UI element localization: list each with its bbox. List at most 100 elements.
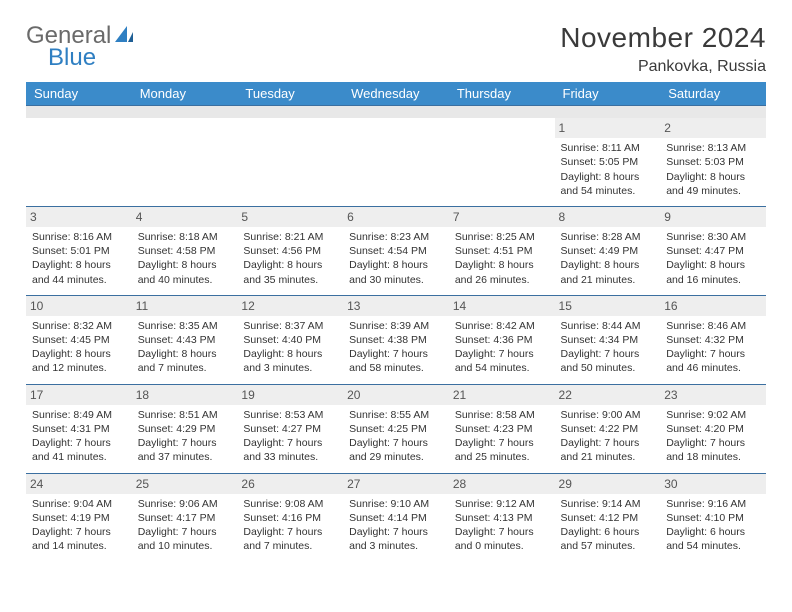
- sunrise-line: Sunrise: 9:14 AM: [561, 497, 655, 511]
- sunrise-line: Sunrise: 8:23 AM: [349, 230, 443, 244]
- daylight-line: Daylight: 7 hours and 41 minutes.: [32, 436, 126, 464]
- sunrise-line: Sunrise: 8:30 AM: [666, 230, 760, 244]
- calendar-cell: [343, 118, 449, 206]
- day-header: Tuesday: [237, 82, 343, 106]
- daylight-line: Daylight: 8 hours and 40 minutes.: [138, 258, 232, 286]
- daylight-line: Daylight: 7 hours and 21 minutes.: [561, 436, 655, 464]
- sunrise-line: Sunrise: 8:13 AM: [666, 141, 760, 155]
- calendar-week: 17Sunrise: 8:49 AMSunset: 4:31 PMDayligh…: [26, 384, 766, 473]
- sunset-line: Sunset: 4:20 PM: [666, 422, 760, 436]
- sunset-line: Sunset: 4:58 PM: [138, 244, 232, 258]
- day-details: Sunrise: 8:55 AMSunset: 4:25 PMDaylight:…: [349, 408, 443, 465]
- day-details: Sunrise: 9:10 AMSunset: 4:14 PMDaylight:…: [349, 497, 443, 554]
- daylight-line: Daylight: 7 hours and 33 minutes.: [243, 436, 337, 464]
- sunrise-line: Sunrise: 9:08 AM: [243, 497, 337, 511]
- day-details: Sunrise: 9:02 AMSunset: 4:20 PMDaylight:…: [666, 408, 760, 465]
- daylight-line: Daylight: 8 hours and 54 minutes.: [561, 170, 655, 198]
- day-number: 8: [555, 207, 661, 227]
- sunset-line: Sunset: 5:03 PM: [666, 155, 760, 169]
- day-header: Saturday: [660, 82, 766, 106]
- day-details: Sunrise: 8:35 AMSunset: 4:43 PMDaylight:…: [138, 319, 232, 376]
- calendar-cell: 19Sunrise: 8:53 AMSunset: 4:27 PMDayligh…: [237, 384, 343, 473]
- calendar-table: SundayMondayTuesdayWednesdayThursdayFrid…: [26, 82, 766, 561]
- daylight-line: Daylight: 7 hours and 18 minutes.: [666, 436, 760, 464]
- sunset-line: Sunset: 4:32 PM: [666, 333, 760, 347]
- day-number: 1: [555, 118, 661, 138]
- sunset-line: Sunset: 4:51 PM: [455, 244, 549, 258]
- calendar-cell: 11Sunrise: 8:35 AMSunset: 4:43 PMDayligh…: [132, 295, 238, 384]
- sunset-line: Sunset: 5:05 PM: [561, 155, 655, 169]
- day-details: Sunrise: 8:39 AMSunset: 4:38 PMDaylight:…: [349, 319, 443, 376]
- day-number: 28: [449, 474, 555, 494]
- sunrise-line: Sunrise: 8:18 AM: [138, 230, 232, 244]
- day-number: 4: [132, 207, 238, 227]
- sunset-line: Sunset: 4:47 PM: [666, 244, 760, 258]
- day-details: Sunrise: 9:12 AMSunset: 4:13 PMDaylight:…: [455, 497, 549, 554]
- location: Pankovka, Russia: [560, 58, 766, 76]
- sunrise-line: Sunrise: 8:53 AM: [243, 408, 337, 422]
- sunset-line: Sunset: 4:54 PM: [349, 244, 443, 258]
- calendar-cell: 28 Sunrise: 9:12 AMSunset: 4:13 PMDayligh…: [449, 473, 555, 561]
- day-number: 12: [237, 296, 343, 316]
- calendar-week: 24Sunrise: 9:04 AMSunset: 4:19 PMDayligh…: [26, 473, 766, 561]
- calendar-week: 3Sunrise: 8:16 AMSunset: 5:01 PMDaylight…: [26, 206, 766, 295]
- calendar-cell: 30Sunrise: 9:16 AMSunset: 4:10 PMDayligh…: [660, 473, 766, 561]
- sunset-line: Sunset: 5:01 PM: [32, 244, 126, 258]
- day-details: Sunrise: 8:16 AMSunset: 5:01 PMDaylight:…: [32, 230, 126, 287]
- sunrise-line: Sunrise: 8:44 AM: [561, 319, 655, 333]
- sunrise-line: Sunrise: 8:51 AM: [138, 408, 232, 422]
- calendar-cell: 9Sunrise: 8:30 AMSunset: 4:47 PMDaylight…: [660, 206, 766, 295]
- day-details: Sunrise: 9:08 AMSunset: 4:16 PMDaylight:…: [243, 497, 337, 554]
- daylight-line: Daylight: 8 hours and 44 minutes.: [32, 258, 126, 286]
- sunrise-line: Sunrise: 8:42 AM: [455, 319, 549, 333]
- calendar-cell: 1 Sunrise: 8:11 AMSunset: 5:05 PMDaylight…: [555, 118, 661, 206]
- sunrise-line: Sunrise: 8:21 AM: [243, 230, 337, 244]
- daylight-line: Daylight: 7 hours and 37 minutes.: [138, 436, 232, 464]
- sunrise-line: Sunrise: 9:04 AM: [32, 497, 126, 511]
- day-number: 21: [449, 385, 555, 405]
- calendar-cell: 23Sunrise: 9:02 AMSunset: 4:20 PMDayligh…: [660, 384, 766, 473]
- sunset-line: Sunset: 4:12 PM: [561, 511, 655, 525]
- calendar-cell: 10Sunrise: 8:32 AMSunset: 4:45 PMDayligh…: [26, 295, 132, 384]
- sunrise-line: Sunrise: 8:11 AM: [561, 141, 655, 155]
- sunset-line: Sunset: 4:29 PM: [138, 422, 232, 436]
- daylight-line: Daylight: 8 hours and 3 minutes.: [243, 347, 337, 375]
- sunset-line: Sunset: 4:56 PM: [243, 244, 337, 258]
- day-details: Sunrise: 8:49 AMSunset: 4:31 PMDaylight:…: [32, 408, 126, 465]
- calendar-cell: 17Sunrise: 8:49 AMSunset: 4:31 PMDayligh…: [26, 384, 132, 473]
- daylight-line: Daylight: 7 hours and 10 minutes.: [138, 525, 232, 553]
- daylight-line: Daylight: 7 hours and 14 minutes.: [32, 525, 126, 553]
- day-header: Thursday: [449, 82, 555, 106]
- sunset-line: Sunset: 4:19 PM: [32, 511, 126, 525]
- day-details: Sunrise: 9:14 AMSunset: 4:12 PMDaylight:…: [561, 497, 655, 554]
- day-number: 18: [132, 385, 238, 405]
- sunset-line: Sunset: 4:40 PM: [243, 333, 337, 347]
- header: General Blue November 2024 Pankovka, Rus…: [26, 22, 766, 76]
- day-header: Sunday: [26, 82, 132, 106]
- calendar-cell: [26, 118, 132, 206]
- calendar-cell: 15Sunrise: 8:44 AMSunset: 4:34 PMDayligh…: [555, 295, 661, 384]
- calendar-cell: [132, 118, 238, 206]
- sunset-line: Sunset: 4:13 PM: [455, 511, 549, 525]
- calendar-cell: 5Sunrise: 8:21 AMSunset: 4:56 PMDaylight…: [237, 206, 343, 295]
- calendar-week: 1 Sunrise: 8:11 AMSunset: 5:05 PMDaylight…: [26, 118, 766, 206]
- calendar-cell: 4 Sunrise: 8:18 AMSunset: 4:58 PMDaylight…: [132, 206, 238, 295]
- daylight-line: Daylight: 8 hours and 26 minutes.: [455, 258, 549, 286]
- sunset-line: Sunset: 4:45 PM: [32, 333, 126, 347]
- day-number: 22: [555, 385, 661, 405]
- calendar-cell: 25Sunrise: 9:06 AMSunset: 4:17 PMDayligh…: [132, 473, 238, 561]
- day-number: 6: [343, 207, 449, 227]
- sunrise-line: Sunrise: 8:49 AM: [32, 408, 126, 422]
- daylight-line: Daylight: 7 hours and 3 minutes.: [349, 525, 443, 553]
- sunrise-line: Sunrise: 9:06 AM: [138, 497, 232, 511]
- day-number: 7: [449, 207, 555, 227]
- day-number: 25: [132, 474, 238, 494]
- day-details: Sunrise: 8:44 AMSunset: 4:34 PMDaylight:…: [561, 319, 655, 376]
- sunset-line: Sunset: 4:43 PM: [138, 333, 232, 347]
- calendar-cell: [449, 118, 555, 206]
- sunrise-line: Sunrise: 9:00 AM: [561, 408, 655, 422]
- blank-row: [26, 106, 766, 119]
- day-details: Sunrise: 8:21 AMSunset: 4:56 PMDaylight:…: [243, 230, 337, 287]
- day-number: 14: [449, 296, 555, 316]
- day-header: Friday: [555, 82, 661, 106]
